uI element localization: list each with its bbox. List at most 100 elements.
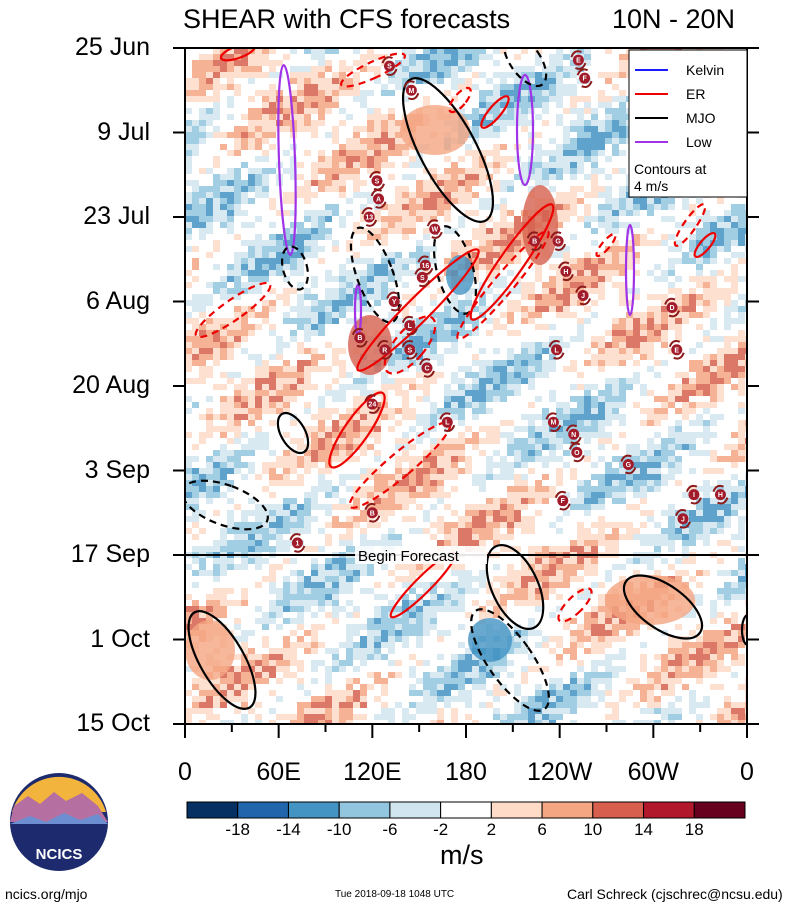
storm-label: N [571, 432, 576, 439]
er-contour [194, 281, 272, 339]
legend-item: MJO [686, 110, 716, 126]
storm-markers: S A 13 W M E F S 16 S Y B L R S C 24 G H B J L E D M N O G F I H J B 1 L [289, 50, 729, 553]
colorbar-swatch [490, 801, 543, 819]
x-tick-label: 0 [178, 758, 192, 786]
storm-marker: D [664, 297, 681, 318]
mjo-contour [502, 48, 548, 88]
low-contour [515, 73, 535, 187]
storm-label: G [555, 239, 561, 246]
storm-marker: L [439, 412, 456, 433]
colorbar-label: 2 [486, 820, 497, 839]
colorbar-swatch [287, 801, 340, 819]
y-tick-label: 3 Sep [84, 455, 150, 484]
er-contour [383, 315, 437, 375]
storm-label: 24 [368, 402, 376, 409]
chart-region: 10N - 20N [612, 4, 736, 34]
x-tick-label: 120W [527, 758, 593, 786]
storm-label: C [424, 365, 429, 372]
storm-label: O [574, 450, 580, 457]
storm-marker: L [548, 339, 565, 360]
storm-label: B [357, 335, 362, 342]
er-contour [595, 232, 617, 258]
logo-text: NCICS [36, 846, 83, 863]
storm-label: I [693, 492, 695, 499]
y-tick-label: 20 Aug [72, 371, 150, 399]
er-contour [557, 587, 593, 623]
y-tick-label: 6 Aug [86, 286, 150, 315]
storm-label: W [431, 227, 438, 234]
storm-label: S [375, 178, 380, 185]
low-contour [624, 223, 636, 317]
colorbar-swatch [440, 801, 492, 819]
y-tick-label: 17 Sep [70, 540, 150, 568]
colorbar-label: -14 [276, 820, 301, 839]
storm-marker: G [550, 231, 567, 251]
colorbar [186, 801, 746, 819]
colorbar-swatch [389, 801, 442, 819]
storm-marker: S [414, 267, 431, 288]
storm-marker: A [370, 189, 387, 209]
storm-label: M [408, 88, 414, 95]
er-contour [356, 248, 480, 372]
storm-label: H [563, 269, 568, 276]
colorbar-label: -18 [225, 820, 250, 839]
storm-label: H [718, 492, 723, 499]
colorbar-swatch [338, 801, 391, 819]
storm-marker: G [620, 454, 637, 475]
storm-marker: L [401, 315, 418, 336]
storm-label: E [576, 58, 581, 65]
footer-url[interactable]: ncics.org/mjo [5, 886, 88, 902]
y-tick-label: 15 Oct [76, 709, 150, 737]
x-tick-label: 0 [740, 758, 754, 786]
er-contour [328, 391, 386, 469]
mjo-contour [280, 245, 310, 291]
storm-marker: M [403, 80, 420, 101]
mjo-contour [349, 226, 401, 324]
er-contour [339, 52, 407, 88]
storm-marker: E [570, 50, 587, 70]
legend: Kelvin ER MJO Low Contours at4 m/s [628, 49, 748, 198]
footer-author: Carl Schreck (cjschrec@ncsu.edu) [567, 886, 783, 902]
storm-label: G [626, 462, 632, 469]
storm-marker: B [526, 231, 543, 251]
footer-timestamp: Tue 2018-09-18 1048 UTC [335, 889, 455, 900]
storm-marker: H [557, 261, 574, 282]
storm-marker: F [554, 490, 571, 511]
storm-marker: 24 [364, 394, 381, 414]
storm-marker: R [376, 339, 393, 360]
mjo-contour [485, 543, 545, 631]
x-tick-label: 180 [445, 758, 487, 786]
chart-title: SHEAR with CFS forecasts [183, 4, 511, 34]
storm-label: L [445, 420, 450, 427]
storm-marker: C [419, 358, 435, 378]
colorbar-label: -2 [433, 820, 449, 839]
x-tick-label: 60W [627, 758, 680, 786]
colorbar-label: 14 [634, 820, 653, 839]
mjo-contour [187, 610, 257, 710]
mjo-contour [740, 614, 747, 646]
storm-marker: N [565, 424, 582, 445]
er-contour [693, 231, 717, 259]
x-tick-label: 60E [256, 758, 301, 786]
storm-label: F [583, 76, 588, 83]
y-tick-label: 23 Jul [83, 202, 150, 230]
mjo-contour [470, 608, 550, 712]
storm-label: S [387, 64, 392, 71]
colorbar-label: 18 [684, 820, 704, 839]
y-tick-label: 1 Oct [90, 624, 150, 653]
storm-label: 13 [365, 215, 373, 222]
colorbar-swatch [643, 801, 695, 819]
storm-marker: S [381, 56, 398, 76]
storm-marker: S [369, 170, 385, 191]
colorbar-swatch [693, 801, 746, 819]
legend-item: Kelvin [686, 62, 724, 78]
colorbar-swatch [237, 801, 289, 819]
er-contour [480, 95, 510, 129]
storm-label: J [681, 516, 685, 523]
mjo-contour [185, 479, 269, 531]
storm-marker: H [712, 484, 729, 505]
storm-label: 1 [295, 540, 299, 547]
storm-marker: 13 [361, 207, 378, 227]
storm-label: A [376, 196, 381, 203]
er-contour [456, 229, 550, 341]
